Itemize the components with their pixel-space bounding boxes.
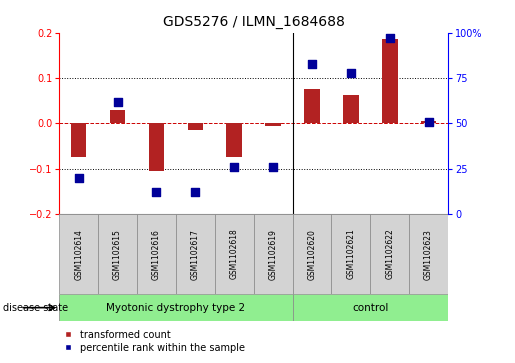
Bar [293, 214, 332, 294]
Bar [215, 214, 253, 294]
Text: control: control [352, 303, 388, 313]
Bar [110, 110, 125, 123]
Point [75, 175, 83, 181]
Bar [332, 214, 370, 294]
Text: Myotonic dystrophy type 2: Myotonic dystrophy type 2 [106, 303, 246, 313]
Bar [137, 214, 176, 294]
Bar [227, 123, 242, 158]
Text: GSM1102619: GSM1102619 [269, 229, 278, 280]
Point [230, 164, 238, 170]
Bar [265, 123, 281, 126]
Text: GSM1102614: GSM1102614 [74, 229, 83, 280]
Bar [304, 89, 320, 123]
Legend: transformed count, percentile rank within the sample: transformed count, percentile rank withi… [64, 330, 245, 353]
Bar [187, 123, 203, 130]
Bar [59, 214, 98, 294]
Point [386, 35, 394, 41]
Bar [59, 294, 293, 321]
Point [191, 189, 199, 195]
Text: GSM1102622: GSM1102622 [385, 229, 394, 280]
Point [152, 189, 161, 195]
Text: GSM1102615: GSM1102615 [113, 229, 122, 280]
Text: GSM1102618: GSM1102618 [230, 229, 238, 280]
Text: GSM1102621: GSM1102621 [347, 229, 355, 280]
Bar [71, 123, 87, 158]
Text: GSM1102616: GSM1102616 [152, 229, 161, 280]
Point [113, 99, 122, 105]
Title: GDS5276 / ILMN_1684688: GDS5276 / ILMN_1684688 [163, 15, 345, 29]
Bar [98, 214, 137, 294]
Point [308, 61, 316, 66]
Bar [176, 214, 215, 294]
Bar [343, 95, 358, 123]
Bar [149, 123, 164, 171]
Text: GSM1102623: GSM1102623 [424, 229, 433, 280]
Point [269, 164, 277, 170]
Bar [409, 214, 448, 294]
Text: GSM1102617: GSM1102617 [191, 229, 200, 280]
Text: disease state: disease state [3, 303, 67, 313]
Point [424, 119, 433, 125]
Point [347, 70, 355, 76]
Text: GSM1102620: GSM1102620 [307, 229, 316, 280]
Bar [253, 214, 293, 294]
Bar [370, 214, 409, 294]
Bar [382, 40, 398, 123]
Bar [421, 121, 436, 123]
Bar [293, 294, 448, 321]
